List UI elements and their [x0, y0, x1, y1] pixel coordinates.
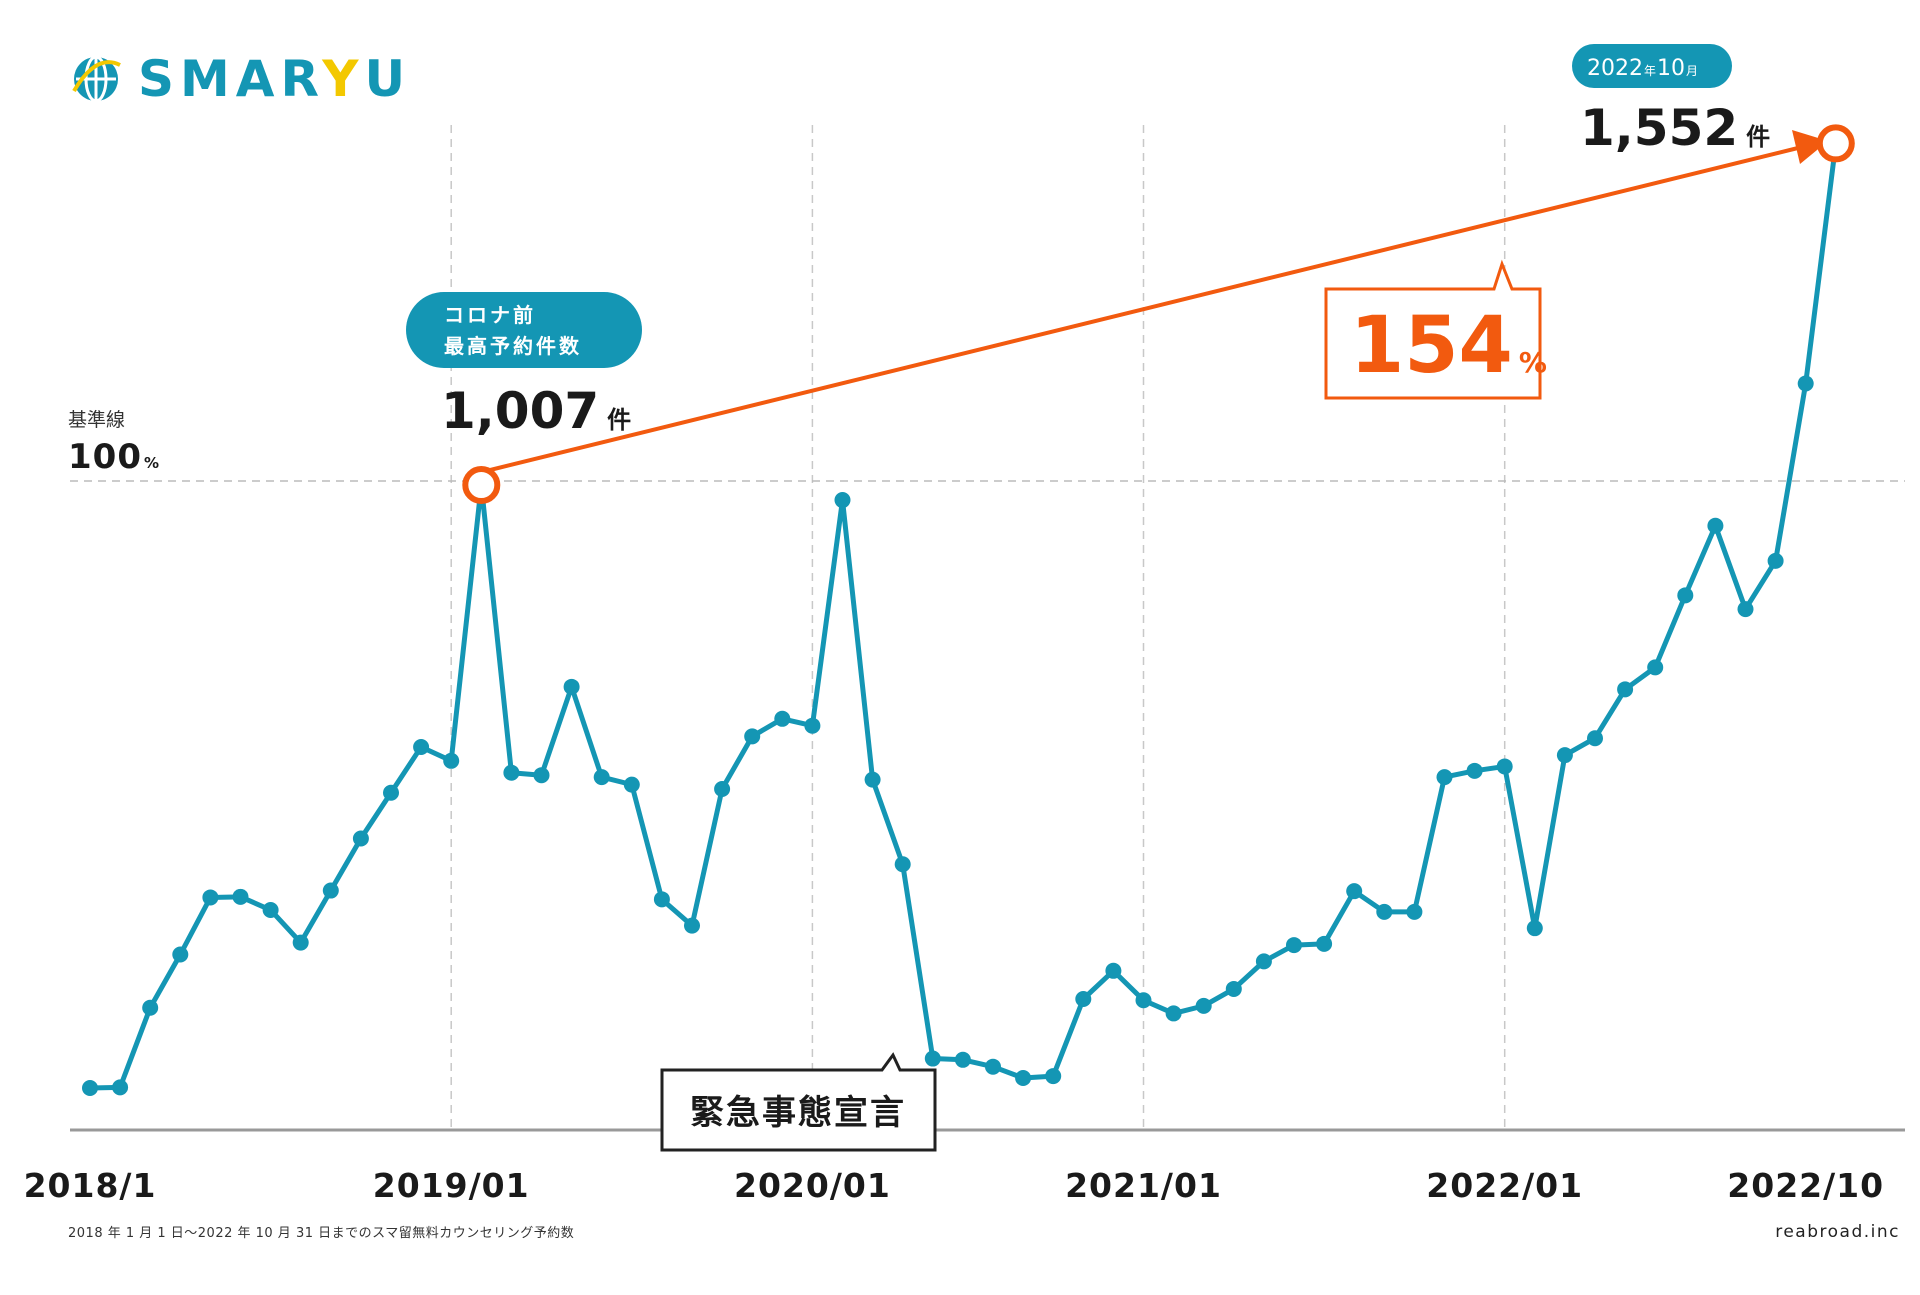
data-point: [563, 678, 580, 695]
series-line: [89, 143, 1839, 1091]
vertical-gridlines: [450, 125, 1506, 1130]
svg-text:2022年10月: 2022年10月: [1587, 56, 1698, 81]
data-point: [112, 1079, 129, 1096]
data-point: [1436, 769, 1453, 786]
emergency-callout: 緊急事態宣言: [660, 1052, 937, 1152]
data-point: [1255, 953, 1272, 970]
footer-credit: reabroad.inc: [1775, 1222, 1900, 1242]
data-point: [1135, 992, 1152, 1009]
data-point: [714, 781, 731, 798]
latest-value: 1,552 件: [1580, 99, 1770, 157]
data-point: [653, 891, 670, 908]
data-point: [533, 767, 550, 784]
growth-value: 154%: [1350, 301, 1547, 391]
x-tick-label: 2021/01: [1065, 1166, 1222, 1205]
data-point: [1466, 762, 1483, 779]
data-point: [744, 728, 761, 745]
x-tick-label: 2020/01: [734, 1166, 891, 1205]
data-point: [1045, 1068, 1062, 1085]
data-point: [1677, 587, 1694, 604]
data-point: [1617, 681, 1634, 698]
data-point: [1105, 962, 1122, 979]
baseline-label: 基準線: [68, 409, 125, 431]
data-point: [924, 1050, 941, 1067]
peak-callout-line1: コロナ前: [444, 303, 536, 327]
latest-callout: 2022年10月 1,552 件: [1572, 44, 1770, 157]
data-point: [1526, 920, 1543, 937]
data-point: [1346, 883, 1363, 900]
data-point: [292, 934, 309, 951]
data-point: [322, 882, 339, 899]
data-point: [954, 1051, 971, 1068]
data-point: [1707, 517, 1724, 534]
data-point: [1406, 903, 1423, 920]
data-point: [1195, 997, 1212, 1014]
x-tick-labels: 2018/1 2019/01 2020/01 2021/01 2022/01 2022/1…: [24, 1166, 1884, 1205]
data-point: [202, 889, 219, 906]
footer-note: 2018 年 1 月 1 日〜2022 年 10 月 31 日までのスマ留無料カ…: [68, 1226, 575, 1241]
data-point: [1647, 659, 1664, 676]
data-point: [774, 710, 791, 727]
data-point: [1316, 935, 1333, 952]
data-point: [1225, 980, 1242, 997]
data-point: [593, 769, 610, 786]
data-point: [804, 717, 821, 734]
data-point: [1797, 375, 1814, 392]
data-point: [232, 888, 249, 905]
data-point: [623, 776, 640, 793]
x-tick-label: 2018/1: [24, 1166, 157, 1205]
data-point: [1075, 990, 1092, 1007]
highlight-point: [462, 466, 501, 504]
growth-arrow: [477, 144, 1807, 475]
data-point: [1587, 730, 1603, 747]
peak-value: 1,007 件: [441, 382, 631, 440]
data-point: [503, 764, 520, 781]
data-point: [413, 739, 430, 756]
baseline-value: 100%: [68, 437, 160, 477]
data-point: [1556, 747, 1573, 764]
data-point: [443, 752, 460, 769]
peak-callout-line2: 最高予約件数: [444, 334, 582, 358]
data-point: [82, 1080, 98, 1096]
data-point: [1165, 1005, 1182, 1022]
x-tick-label: 2019/01: [373, 1166, 530, 1205]
series-points: [82, 124, 1855, 1096]
data-point: [1286, 937, 1302, 954]
data-point: [834, 492, 851, 509]
data-point: [142, 999, 159, 1016]
highlight-point: [1816, 124, 1855, 163]
peak-callout: コロナ前 最高予約件数 1,007 件: [406, 292, 642, 440]
growth-callout: 154%: [1324, 259, 1547, 400]
logo-text: SMARYU: [138, 50, 412, 108]
brand-logo: SMARYU: [68, 50, 411, 108]
data-point: [985, 1058, 1001, 1075]
data-point: [1496, 758, 1513, 775]
data-point: [1767, 552, 1784, 569]
emergency-label: 緊急事態宣言: [690, 1093, 906, 1133]
globe-icon: [72, 55, 121, 103]
data-point: [894, 856, 911, 873]
data-point: [1737, 601, 1754, 618]
data-point: [1015, 1069, 1032, 1086]
data-point: [383, 784, 399, 801]
data-point: [684, 917, 700, 934]
data-point: [172, 946, 189, 963]
data-point: [1376, 903, 1393, 920]
data-point: [262, 901, 279, 918]
data-point: [864, 771, 881, 788]
x-tick-label: 2022/10: [1727, 1166, 1884, 1205]
data-point: [352, 830, 369, 847]
x-tick-label: 2022/01: [1426, 1166, 1583, 1205]
